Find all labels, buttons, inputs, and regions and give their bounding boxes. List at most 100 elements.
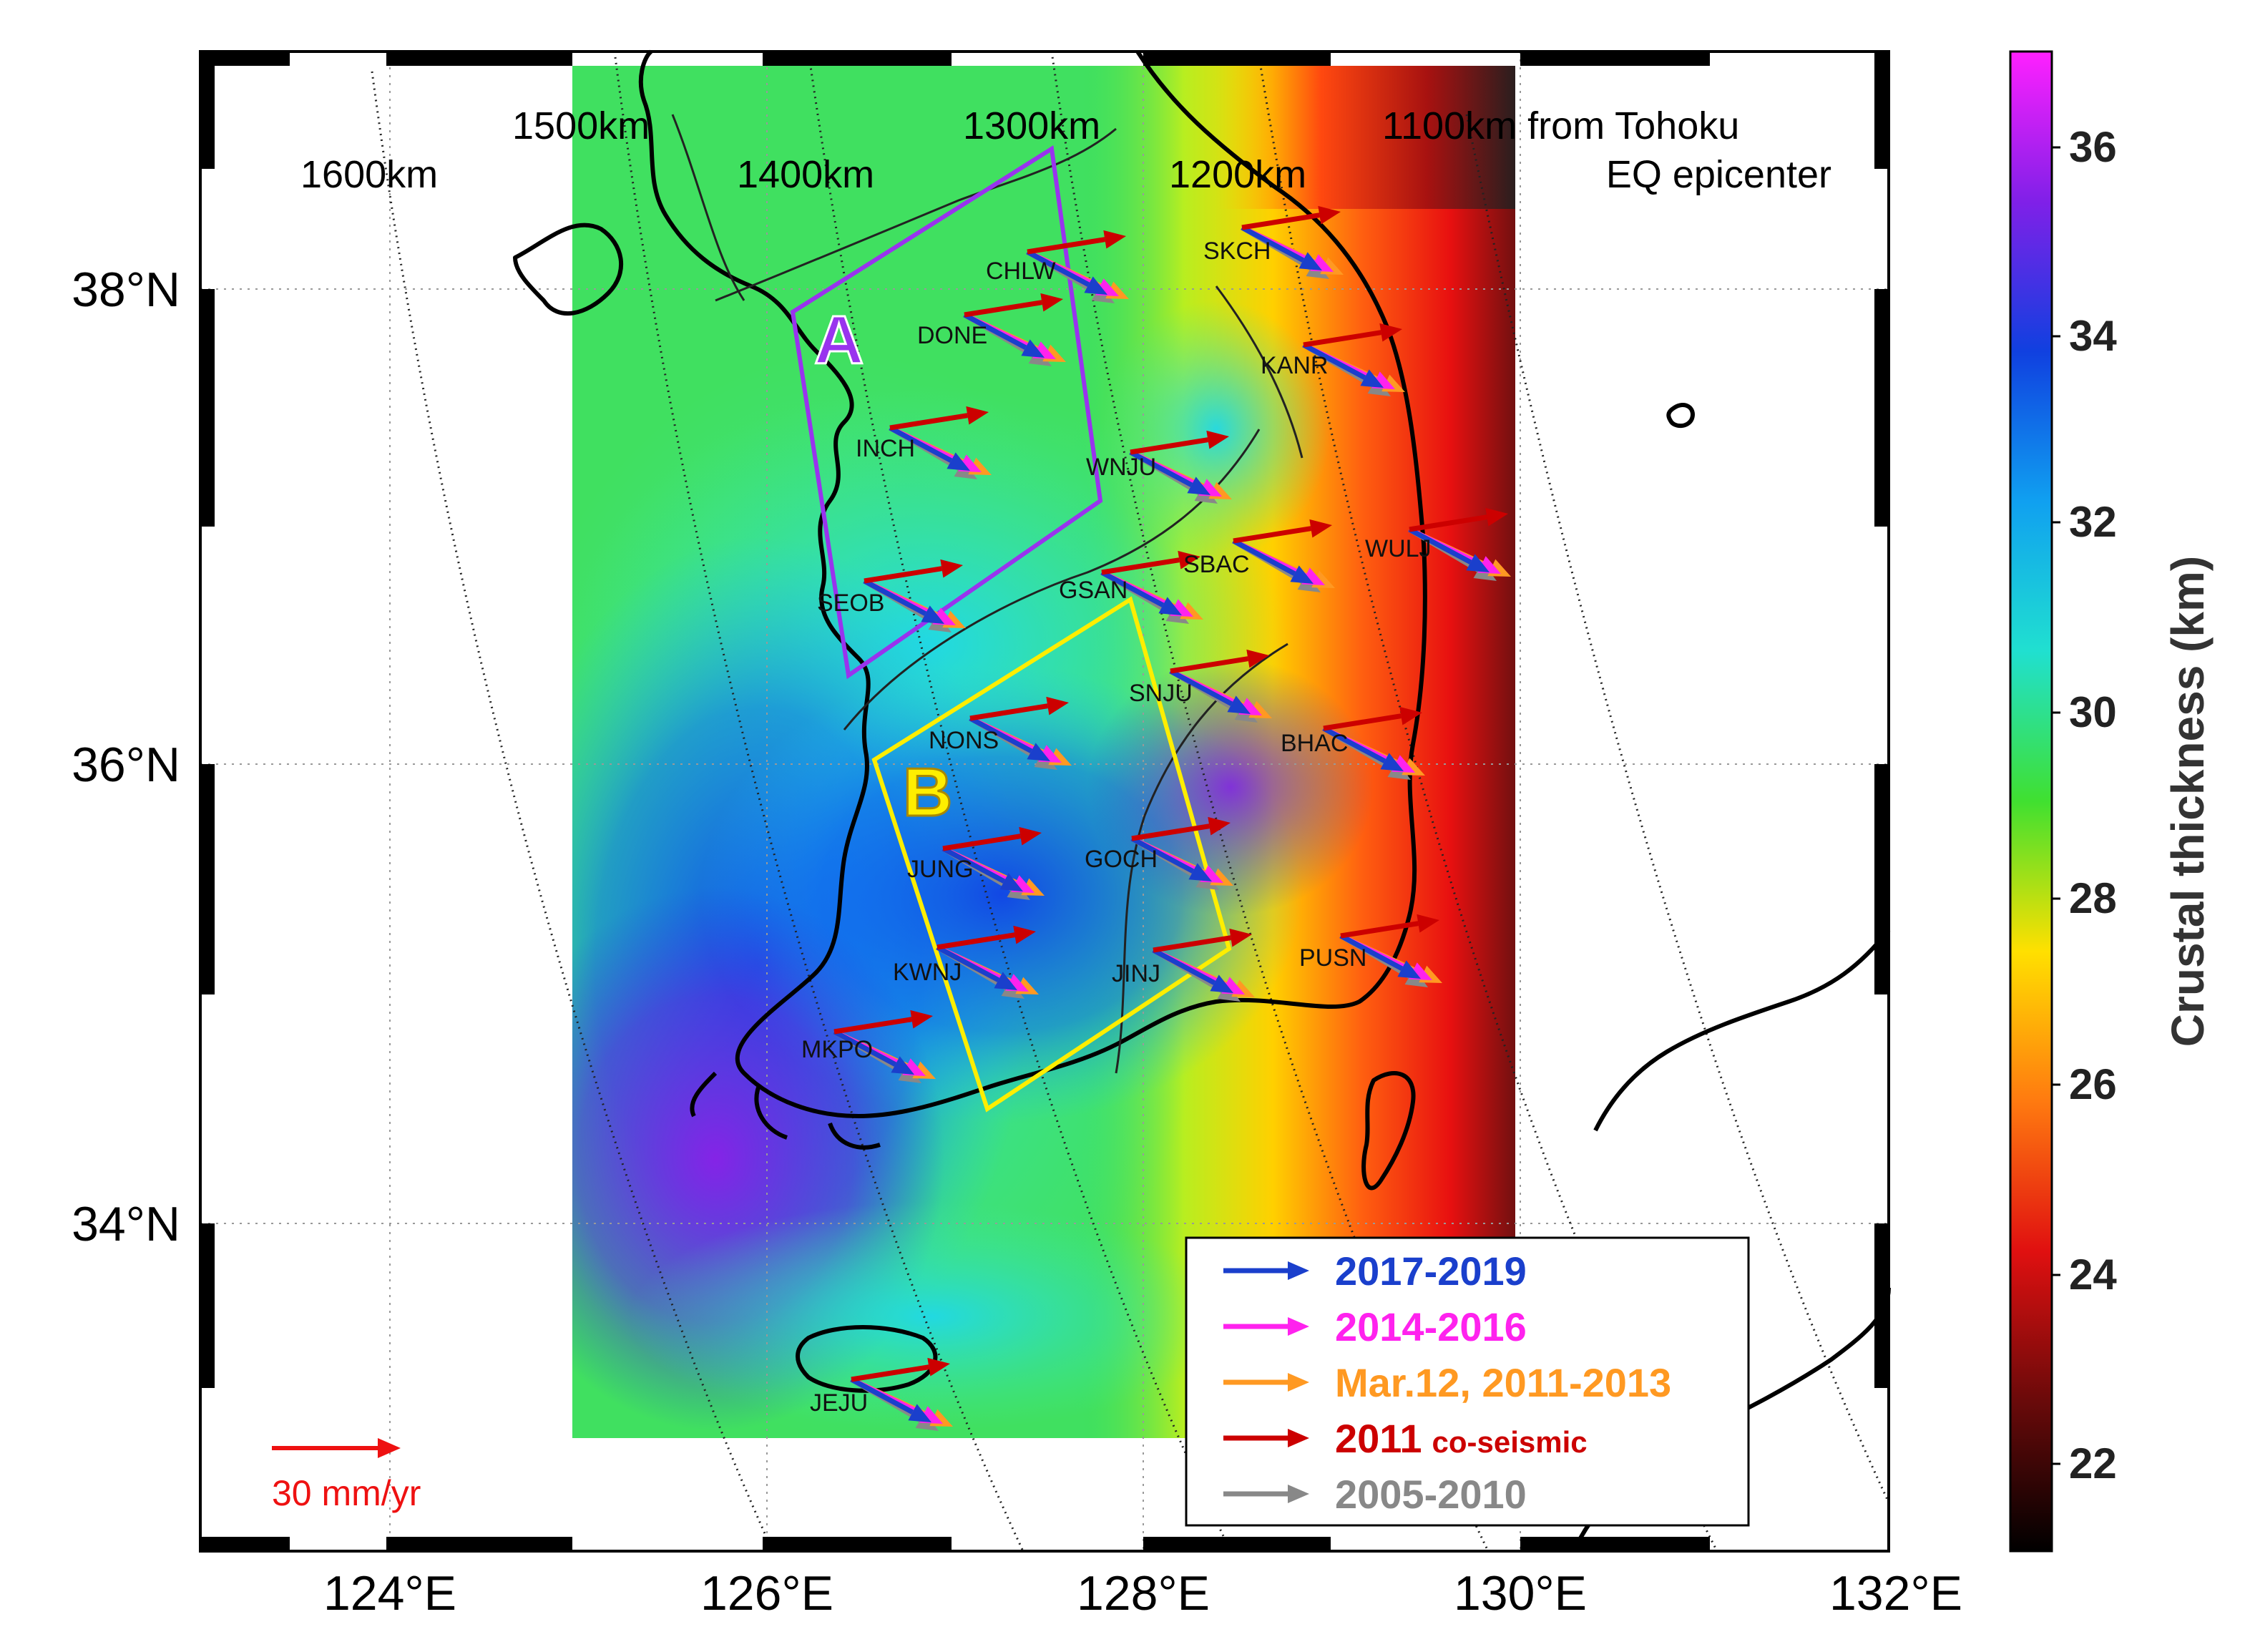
station-arrow-group	[833, 1010, 936, 1083]
velocity-arrow-2017-2019	[1100, 570, 1182, 615]
velocity-arrow-2011-coseismic	[942, 826, 1042, 851]
station-label: PUSN	[1299, 944, 1366, 972]
velocity-arrow-2011-coseismic	[1323, 706, 1422, 731]
lon-label: 130°E	[1454, 1566, 1587, 1621]
station-label: JINJ	[1112, 960, 1160, 987]
velocity-arrow-2017-2019	[1130, 836, 1212, 881]
velocity-arrow-2011-coseismic	[851, 1357, 950, 1382]
legend-arrow	[1223, 1373, 1309, 1392]
station-arrow-group	[1129, 430, 1232, 504]
colorbar-tick-label: 28	[2069, 874, 2117, 922]
station-label: MKPO	[801, 1036, 873, 1063]
velocity-arrow-2017-2019	[941, 846, 1023, 891]
lon-label: 132°E	[1829, 1566, 1962, 1621]
legend-label: 2017-2019	[1335, 1248, 1527, 1294]
station-label: INCH	[856, 435, 915, 462]
velocity-arrow-2011-coseismic	[1241, 205, 1341, 230]
station-label: GSAN	[1059, 577, 1128, 604]
scale-bar-label: 30 mm/yr	[272, 1473, 421, 1513]
distance-label: 1300km	[963, 104, 1100, 147]
frame-tick	[200, 52, 215, 169]
station-arrow-group	[863, 559, 966, 632]
legend-item: 2014-2016	[1223, 1304, 1527, 1349]
gps-velocity-arrows	[833, 205, 1511, 1431]
velocity-arrow-2011-coseismic	[1170, 649, 1269, 674]
velocity-arrow-2017-2019	[833, 1029, 914, 1075]
frame-tick	[200, 289, 215, 527]
velocity-arrow-2011-coseismic	[1130, 430, 1229, 455]
station-arrow-group	[936, 925, 1039, 999]
distance-label: 1400km	[737, 153, 874, 196]
distance-labels: 1600km 1500km 1400km 1300km 1200km 1100k…	[300, 104, 1831, 196]
frame-tick	[386, 1537, 572, 1551]
legend-item: Mar.12, 2011-2013	[1223, 1360, 1671, 1405]
legend-item: 2005-2010	[1223, 1472, 1527, 1517]
distance-label: 1200km	[1169, 153, 1306, 196]
velocity-arrow-2011-coseismic	[1027, 230, 1126, 255]
frame-tick	[1520, 52, 1710, 66]
velocity-arrow-2017-2019	[1026, 249, 1107, 295]
colorbar-tick-label: 34	[2069, 312, 2117, 360]
velocity-arrow-2011-coseismic	[833, 1010, 933, 1035]
lon-label: 128°E	[1077, 1566, 1210, 1621]
velocity-arrow-2017-2019	[1302, 342, 1384, 388]
region-a-box: A	[790, 145, 1103, 680]
colorbar-tick-label: 22	[2069, 1440, 2117, 1487]
station-arrow-group	[1130, 816, 1233, 890]
lon-label: 126°E	[700, 1566, 833, 1621]
velocity-arrow-2011-coseismic	[1131, 816, 1231, 841]
station-arrow-group	[1026, 230, 1129, 303]
region-a-label: A	[814, 302, 864, 378]
velocity-arrow-2011-coseismic	[1101, 550, 1200, 575]
legend-arrow	[1223, 1485, 1309, 1503]
frame-tick	[1874, 289, 1889, 527]
velocity-arrow-2017-2019	[850, 1377, 931, 1422]
lon-label: 124°E	[323, 1566, 456, 1621]
velocity-arrow-2017-2019	[1339, 933, 1421, 979]
colorbar-title: Crustal thickness (km)	[2162, 556, 2214, 1047]
frame-tick	[763, 52, 952, 66]
frame-tick	[200, 764, 215, 994]
colorbar: 36 34 32 30 28 26 24 22 Crustal thickness (km)	[2009, 50, 2214, 1553]
station-arrow-group	[1302, 323, 1405, 396]
lat-label: 34°N	[72, 1197, 180, 1251]
distance-label: EQ epicenter	[1606, 153, 1831, 196]
legend-label: Mar.12, 2011-2013	[1335, 1360, 1671, 1405]
frame-tick	[386, 52, 572, 66]
station-arrow-group	[1169, 649, 1272, 723]
velocity-arrow-2017-2019	[969, 715, 1050, 761]
station-label: KWNJ	[893, 959, 962, 986]
map-frame	[199, 50, 1890, 1553]
velocity-arrow-2017-2019	[1232, 538, 1314, 584]
lat-label: 38°N	[72, 263, 180, 317]
frame-tick	[1874, 52, 1889, 169]
legend-arrow	[1223, 1429, 1309, 1447]
velocity-arrow-2017-2019	[1241, 225, 1322, 270]
colorbar-tick-label: 32	[2069, 498, 2117, 546]
station-arrow-group	[1322, 706, 1425, 780]
frame-tick	[763, 1537, 952, 1551]
frame-tick	[200, 1537, 290, 1551]
velocity-arrow-2017-2019	[863, 578, 944, 624]
station-arrow-group	[1152, 928, 1255, 1002]
velocity-arrow-2017-2019	[1408, 527, 1490, 572]
station-arrow-group	[963, 293, 1066, 366]
station-label: KANR	[1261, 352, 1328, 379]
frame-tick	[200, 52, 290, 66]
station-arrow-group	[850, 1357, 953, 1431]
scale-bar: 30 mm/yr	[272, 1438, 421, 1513]
velocity-arrow-2011-coseismic	[1153, 928, 1252, 953]
station-arrow-group	[941, 826, 1045, 900]
station-label: BHAC	[1281, 730, 1348, 757]
station-arrow-group	[1408, 507, 1511, 581]
station-label: WNJU	[1086, 454, 1156, 481]
frame-tick	[1143, 52, 1331, 66]
station-arrow-group	[1339, 914, 1442, 987]
legend-label: 2005-2010	[1335, 1472, 1527, 1517]
station-arrow-group	[889, 406, 992, 479]
velocity-arrow-2011-coseismic	[889, 406, 989, 431]
velocity-arrow-2011-coseismic	[1340, 914, 1439, 939]
legend-arrow	[1223, 1317, 1309, 1336]
legend-item: 2017-2019	[1223, 1248, 1527, 1294]
colorbar-tick-label: 30	[2069, 688, 2117, 736]
